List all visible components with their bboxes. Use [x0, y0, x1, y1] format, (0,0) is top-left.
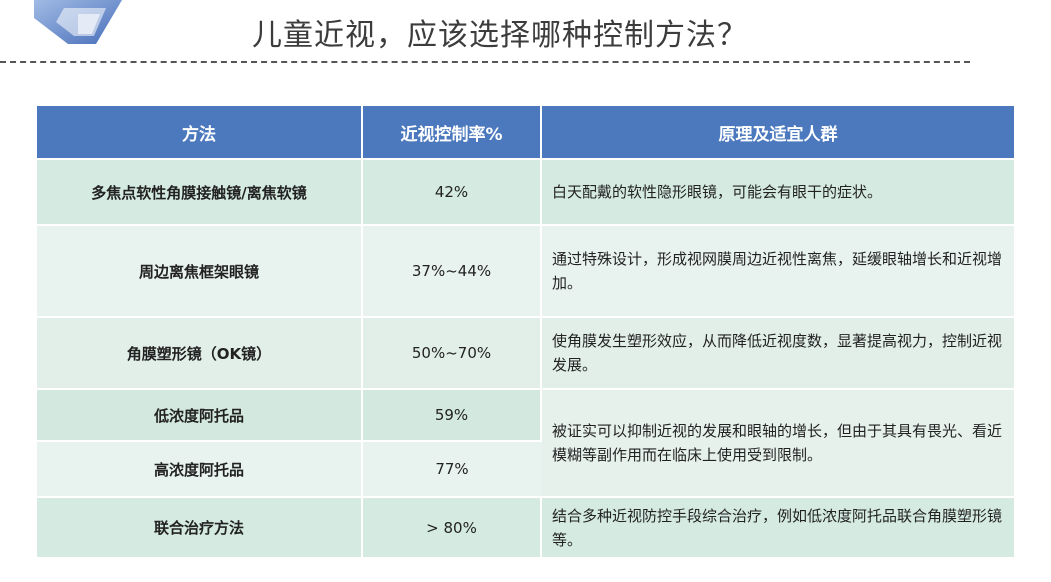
- header-rate: 近视控制率%: [362, 106, 542, 159]
- desc-cell: 结合多种近视防控手段综合治疗，例如低浓度阿托品联合角膜塑形镜等。: [541, 496, 1014, 557]
- table-row: 周边离焦框架眼镜 37%~44% 通过特殊设计，形成视网膜周边近视性离焦，延缓眼…: [37, 224, 1014, 317]
- desc-cell: 被证实可以抑制近视的发展和眼轴的增长，但由于其具有畏光、看近模糊等副作用而在临床…: [541, 388, 1014, 497]
- rate-cell: 50%~70%: [362, 316, 542, 389]
- logo-icon: [34, 0, 122, 44]
- method-cell: 周边离焦框架眼镜: [37, 224, 363, 317]
- method-cell: 多焦点软性角膜接触镜/离焦软镜: [37, 158, 363, 225]
- table-row: 联合治疗方法 > 80% 结合多种近视防控手段综合治疗，例如低浓度阿托品联合角膜…: [37, 496, 1014, 557]
- table-header-row: 方法 近视控制率% 原理及适宜人群: [37, 106, 1014, 159]
- method-cell: 高浓度阿托品: [37, 440, 363, 497]
- title-divider: [0, 61, 970, 63]
- header-principle: 原理及适宜人群: [541, 106, 1014, 159]
- desc-cell: 通过特殊设计，形成视网膜周边近视性离焦，延缓眼轴增长和近视增加。: [541, 224, 1014, 317]
- rate-cell: 37%~44%: [362, 224, 542, 317]
- desc-cell: 使角膜发生塑形效应，从而降低近视度数，显著提高视力，控制近视发展。: [541, 316, 1014, 389]
- table-row: 角膜塑形镜（OK镜） 50%~70% 使角膜发生塑形效应，从而降低近视度数，显著…: [37, 316, 1014, 389]
- table-row: 多焦点软性角膜接触镜/离焦软镜 42% 白天配戴的软性隐形眼镜，可能会有眼干的症…: [37, 158, 1014, 225]
- rate-cell: 77%: [362, 440, 541, 497]
- table-row: 高浓度阿托品 77%: [37, 440, 1014, 497]
- rate-cell: > 80%: [362, 496, 542, 557]
- method-cell: 低浓度阿托品: [37, 388, 363, 441]
- desc-cell: 白天配戴的软性隐形眼镜，可能会有眼干的症状。: [541, 158, 1014, 225]
- table-row: 低浓度阿托品 59% 被证实可以抑制近视的发展和眼轴的增长，但由于其具有畏光、看…: [37, 388, 1014, 497]
- method-cell: 角膜塑形镜（OK镜）: [37, 316, 363, 389]
- rate-cell: 42%: [362, 158, 542, 225]
- comparison-table: 方法 近视控制率% 原理及适宜人群 多焦点软性角膜接触镜/离焦软镜 42% 白天…: [37, 106, 1014, 557]
- page-title: 儿童近视，应该选择哪种控制方法？: [252, 18, 748, 53]
- header-method: 方法: [37, 106, 363, 159]
- method-cell: 联合治疗方法: [37, 496, 363, 557]
- rate-cell: 59%: [362, 388, 542, 441]
